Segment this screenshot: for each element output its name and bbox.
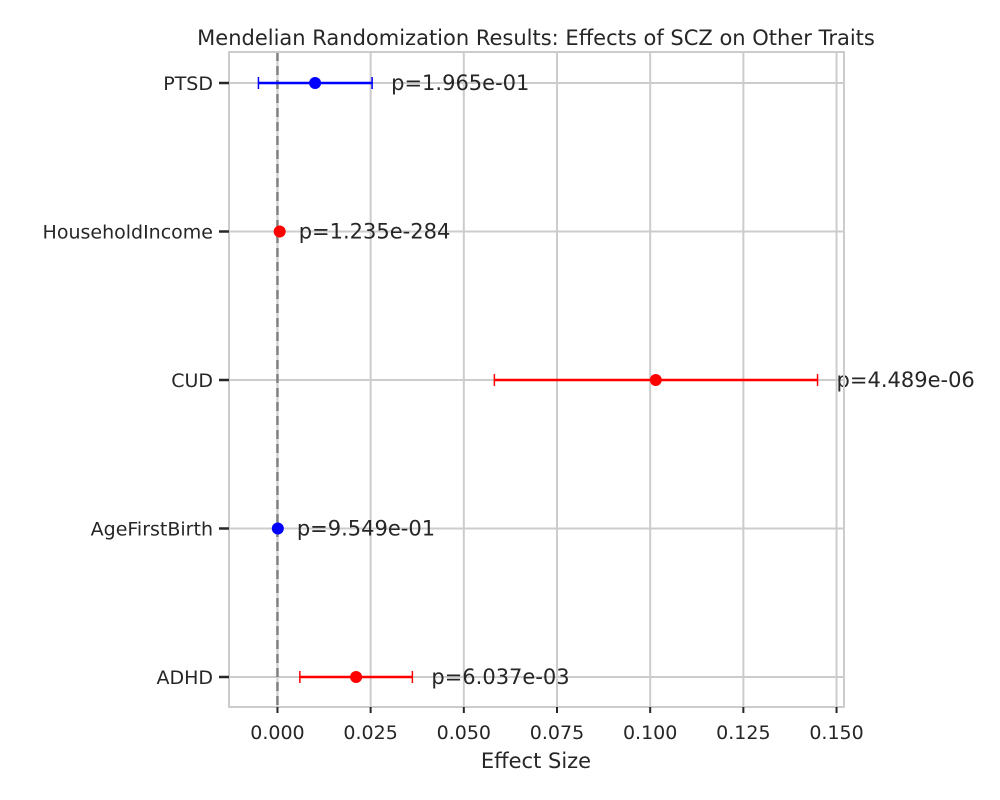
effect-point bbox=[271, 522, 284, 535]
data-row: p=9.549e-01 bbox=[271, 517, 435, 541]
y-tick-label: AgeFirstBirth bbox=[91, 519, 213, 541]
x-tick-label: 0.025 bbox=[343, 722, 397, 744]
x-axis-ticks: 0.000 0.025 0.050 0.075 0.100 0.125 0.150 bbox=[250, 707, 864, 744]
effect-point bbox=[273, 225, 286, 238]
effect-point bbox=[350, 671, 363, 683]
p-value-label: p=6.037e-03 bbox=[431, 665, 569, 689]
y-tick-label: ADHD bbox=[156, 667, 213, 689]
p-value-label: p=4.489e-06 bbox=[837, 368, 975, 392]
data-row: p=1.235e-284 bbox=[273, 220, 451, 244]
effect-point bbox=[649, 374, 662, 386]
data-row: p=4.489e-06 bbox=[493, 368, 975, 392]
p-value-label: p=9.549e-01 bbox=[297, 517, 435, 541]
data-layer: p=1.965e-01 p=1.235e-284 p=4.489e-06 p=9.54… bbox=[257, 71, 975, 689]
data-row: p=1.965e-01 bbox=[257, 71, 529, 95]
x-tick-label: 0.000 bbox=[250, 722, 304, 744]
x-tick-label: 0.125 bbox=[716, 722, 770, 744]
y-tick-label: HouseholdIncome bbox=[43, 222, 213, 244]
x-tick-label: 0.100 bbox=[623, 722, 677, 744]
y-tick-label: CUD bbox=[171, 370, 213, 392]
data-row: p=6.037e-03 bbox=[299, 665, 570, 689]
y-tick-label: PTSD bbox=[163, 73, 213, 95]
x-tick-label: 0.150 bbox=[809, 722, 863, 744]
p-value-label: p=1.235e-284 bbox=[299, 220, 451, 244]
x-axis-label: Effect Size bbox=[481, 749, 591, 773]
p-value-label: p=1.965e-01 bbox=[391, 71, 529, 95]
x-tick-label: 0.075 bbox=[530, 722, 584, 744]
x-tick-label: 0.050 bbox=[437, 722, 491, 744]
chart-title: Mendelian Randomization Results: Effects… bbox=[197, 26, 875, 50]
y-axis-ticks: PTSD HouseholdIncome CUD AgeFirstBirth ADHD bbox=[43, 73, 229, 689]
effect-point bbox=[309, 77, 322, 89]
